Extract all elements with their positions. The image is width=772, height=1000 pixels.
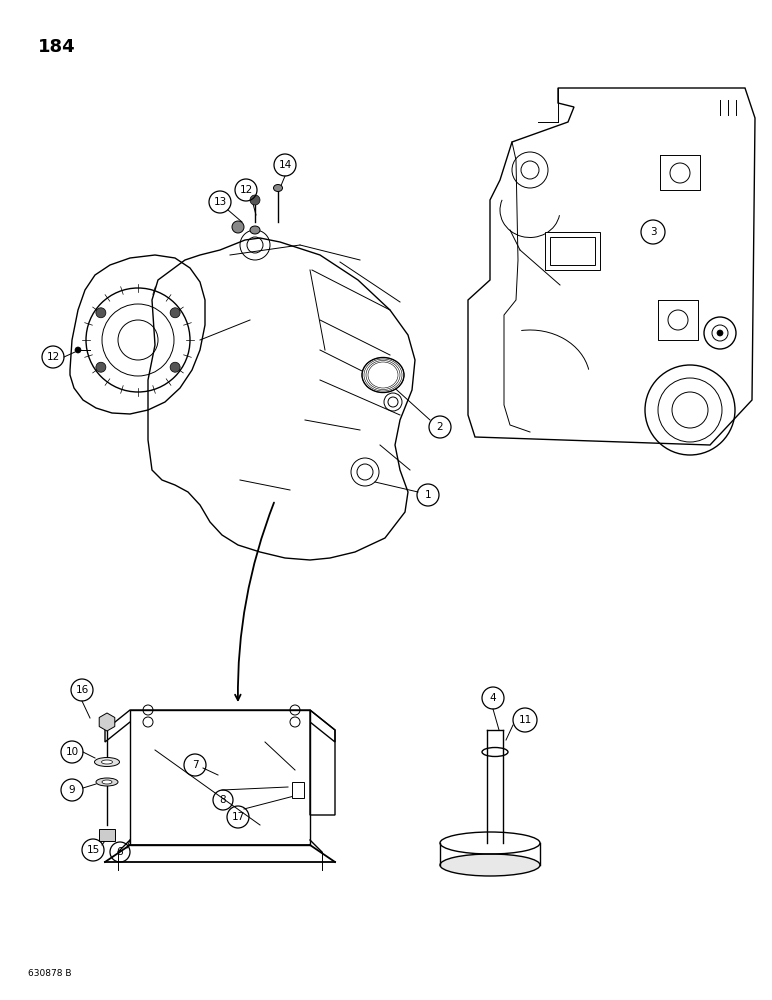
Circle shape bbox=[250, 195, 260, 205]
Circle shape bbox=[170, 308, 180, 318]
Ellipse shape bbox=[101, 760, 113, 764]
Text: 17: 17 bbox=[232, 812, 245, 822]
Ellipse shape bbox=[96, 778, 118, 786]
Text: 13: 13 bbox=[213, 197, 227, 207]
Text: 4: 4 bbox=[489, 693, 496, 703]
Text: 1: 1 bbox=[425, 490, 432, 500]
Text: 9: 9 bbox=[69, 785, 76, 795]
Text: 12: 12 bbox=[239, 185, 252, 195]
Text: 6: 6 bbox=[117, 847, 124, 857]
Ellipse shape bbox=[94, 758, 120, 766]
Text: 2: 2 bbox=[437, 422, 443, 432]
Circle shape bbox=[96, 362, 106, 372]
Bar bbox=[550, 237, 595, 265]
Text: 15: 15 bbox=[86, 845, 100, 855]
Circle shape bbox=[170, 362, 180, 372]
Ellipse shape bbox=[102, 780, 112, 784]
Text: 16: 16 bbox=[76, 685, 89, 695]
Text: 14: 14 bbox=[279, 160, 292, 170]
Bar bbox=[545, 232, 600, 270]
Text: 10: 10 bbox=[66, 747, 79, 757]
Text: 7: 7 bbox=[191, 760, 198, 770]
Bar bbox=[292, 782, 304, 798]
Circle shape bbox=[75, 347, 81, 353]
Text: 184: 184 bbox=[38, 38, 76, 56]
Circle shape bbox=[717, 330, 723, 336]
Text: 630878 B: 630878 B bbox=[28, 969, 72, 978]
Ellipse shape bbox=[440, 854, 540, 876]
Circle shape bbox=[232, 221, 244, 233]
Polygon shape bbox=[100, 713, 115, 731]
Text: 8: 8 bbox=[220, 795, 226, 805]
Bar bbox=[99, 829, 115, 841]
Bar bbox=[130, 710, 310, 845]
Ellipse shape bbox=[362, 358, 404, 392]
Text: 12: 12 bbox=[46, 352, 59, 362]
Circle shape bbox=[96, 308, 106, 318]
Text: 3: 3 bbox=[650, 227, 656, 237]
Text: 11: 11 bbox=[518, 715, 532, 725]
Ellipse shape bbox=[273, 184, 283, 192]
Ellipse shape bbox=[250, 226, 260, 234]
